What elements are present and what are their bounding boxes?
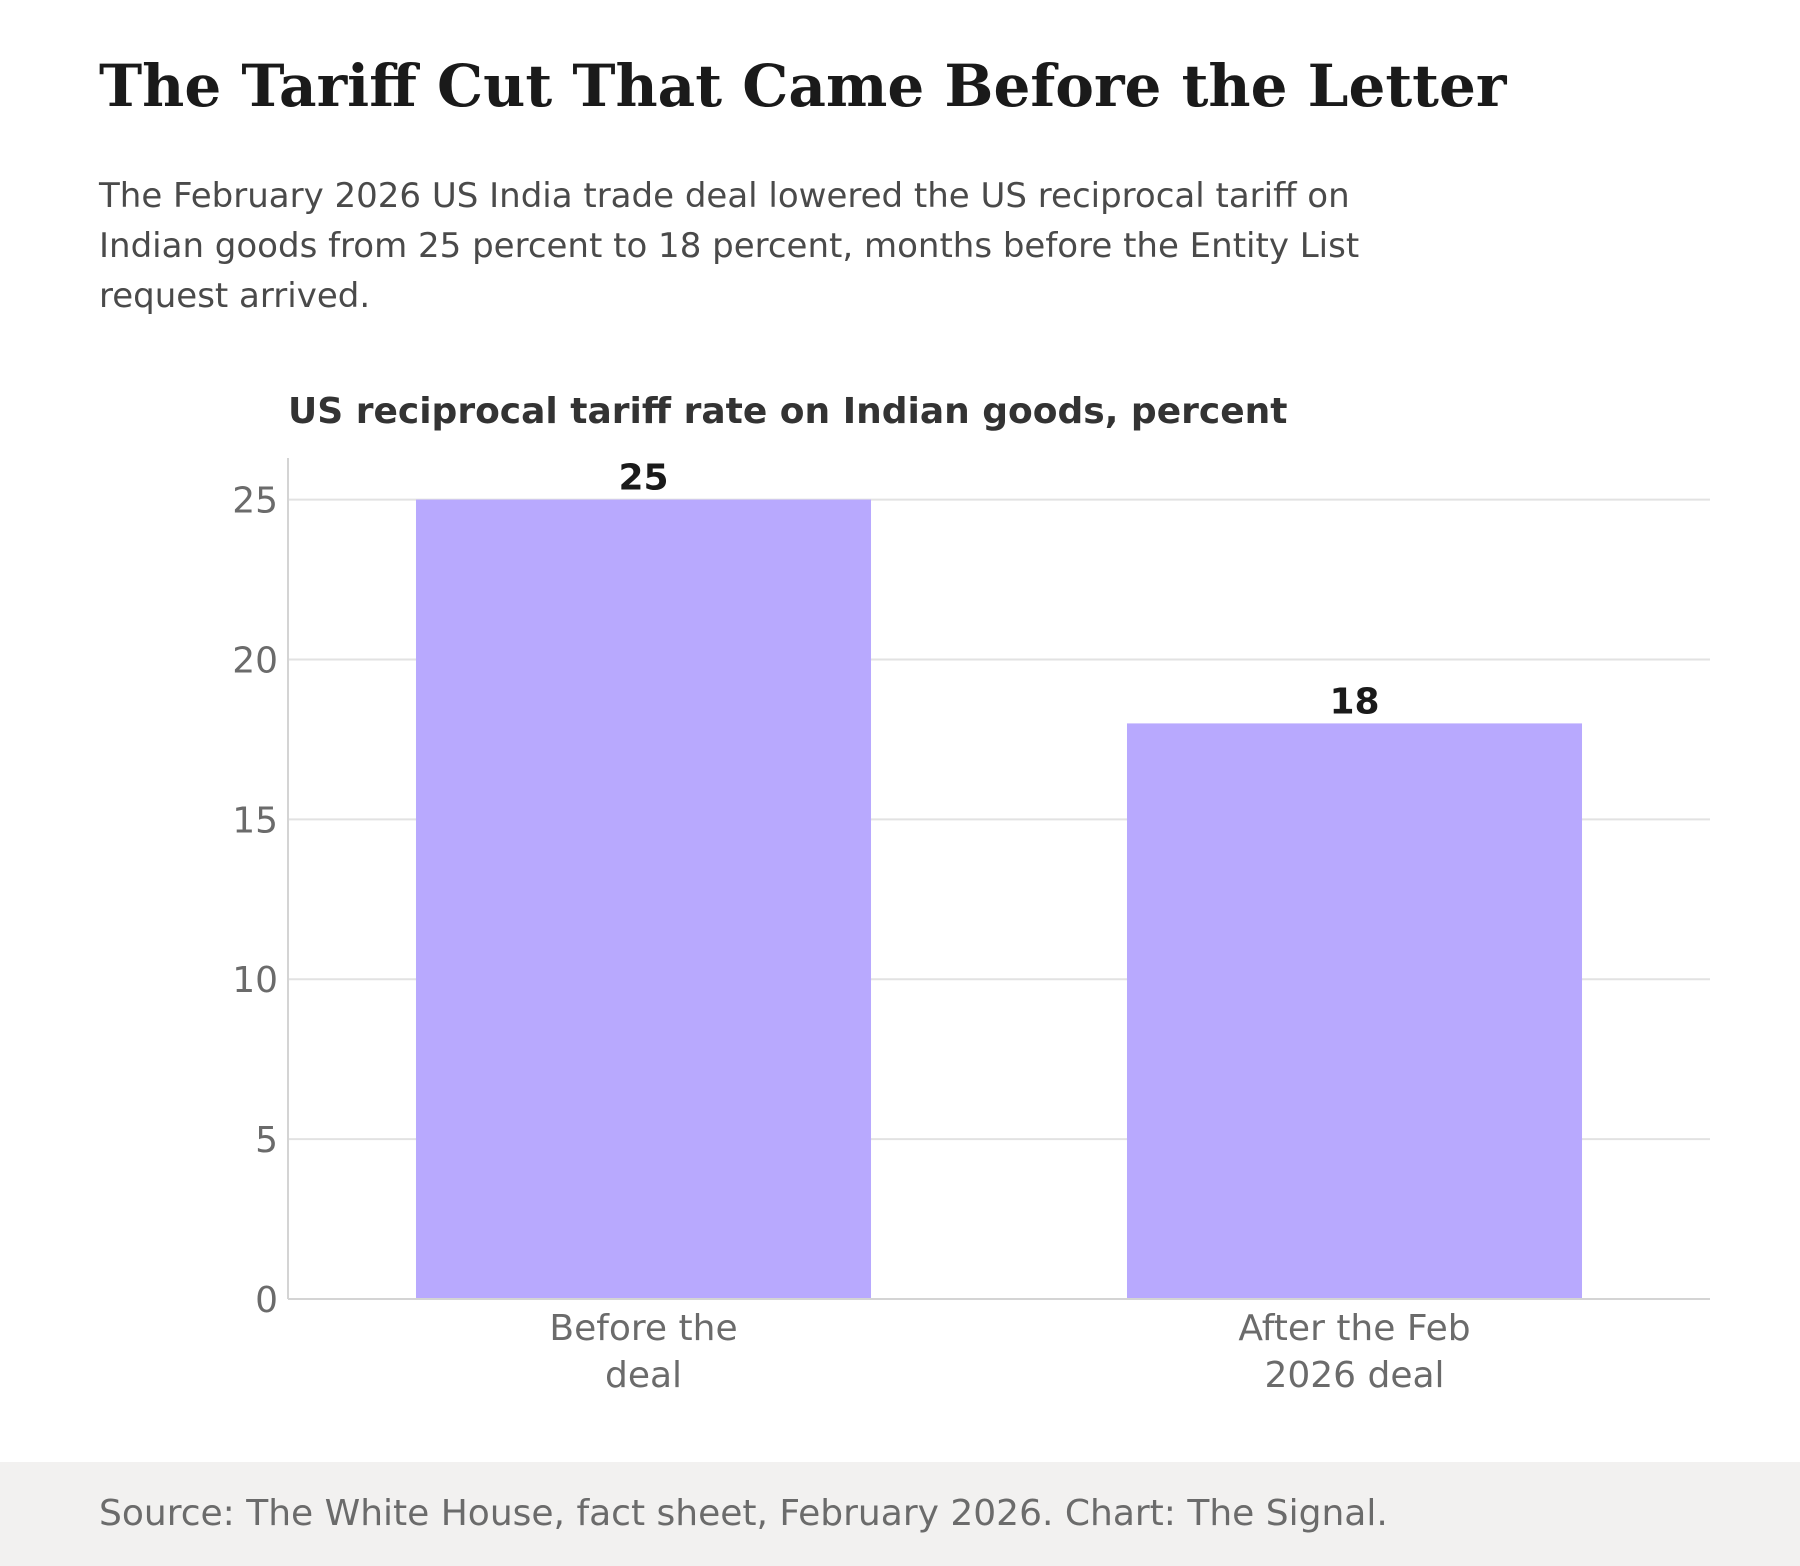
y-tick-label: 0: [255, 1280, 278, 1321]
x-tick-label: Before the: [549, 1308, 737, 1349]
headline: The Tariff Cut That Came Before the Lett…: [99, 52, 1507, 120]
labels: 0 5 10 15 20 25 25 Before the deal 18 After the Fe…: [232, 458, 1470, 1396]
axes: [287, 458, 1710, 1300]
y-tick-label: 5: [255, 1120, 278, 1161]
bars: [415, 499, 1583, 1300]
y-tick-label: 15: [232, 800, 278, 841]
footer: Source: The White House, fact sheet, Feb…: [0, 1462, 1800, 1566]
x-tick-label: 2026 deal: [1264, 1355, 1444, 1396]
bar: [1126, 723, 1583, 1299]
y-tick-label: 10: [232, 960, 278, 1001]
y-tick-label: 25: [232, 481, 278, 522]
source-note: Source: The White House, fact sheet, Feb…: [99, 1493, 1388, 1534]
bar: [415, 499, 872, 1300]
bar-chart: US reciprocal tariff rate on Indian good…: [232, 391, 1710, 1396]
dek: The February 2026 US India trade deal lo…: [99, 176, 1360, 316]
bar-value-label: 25: [618, 458, 668, 499]
chart-title: US reciprocal tariff rate on Indian good…: [288, 391, 1287, 432]
x-tick-label: deal: [605, 1355, 682, 1396]
bar-value-label: 18: [1329, 681, 1379, 722]
y-tick-label: 20: [232, 640, 278, 681]
x-tick-label: After the Feb: [1238, 1308, 1470, 1349]
